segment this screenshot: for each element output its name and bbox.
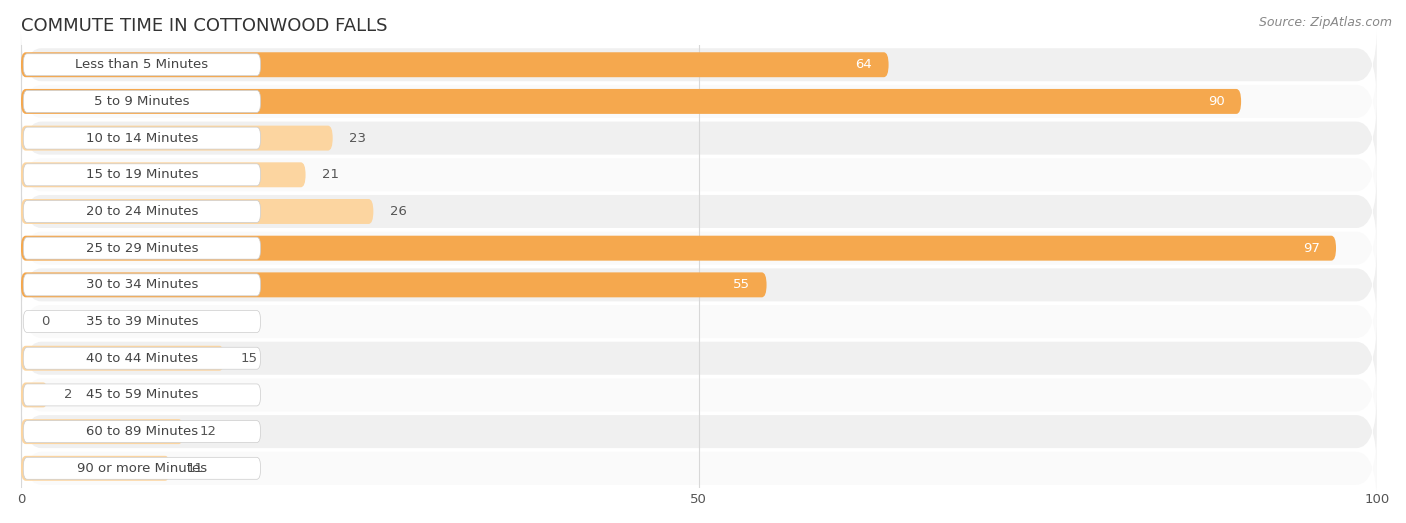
Text: 11: 11 (186, 462, 204, 475)
FancyBboxPatch shape (21, 430, 1376, 507)
FancyBboxPatch shape (21, 456, 170, 481)
Text: 23: 23 (349, 132, 366, 144)
FancyBboxPatch shape (24, 384, 260, 406)
FancyBboxPatch shape (21, 52, 889, 77)
Text: 12: 12 (200, 425, 217, 438)
Text: 30 to 34 Minutes: 30 to 34 Minutes (86, 278, 198, 291)
FancyBboxPatch shape (24, 311, 260, 333)
Text: Less than 5 Minutes: Less than 5 Minutes (76, 58, 208, 71)
FancyBboxPatch shape (21, 382, 48, 407)
FancyBboxPatch shape (24, 127, 260, 149)
FancyBboxPatch shape (24, 200, 260, 222)
FancyBboxPatch shape (24, 457, 260, 479)
Text: 2: 2 (65, 389, 73, 402)
FancyBboxPatch shape (21, 63, 1376, 140)
FancyBboxPatch shape (21, 89, 1241, 114)
FancyBboxPatch shape (21, 320, 1376, 397)
Text: 15: 15 (240, 352, 257, 365)
Text: Source: ZipAtlas.com: Source: ZipAtlas.com (1258, 16, 1392, 29)
Text: 20 to 24 Minutes: 20 to 24 Minutes (86, 205, 198, 218)
FancyBboxPatch shape (21, 210, 1376, 287)
FancyBboxPatch shape (21, 199, 374, 224)
Text: 90: 90 (1208, 95, 1225, 108)
FancyBboxPatch shape (21, 99, 1376, 177)
Text: 5 to 9 Minutes: 5 to 9 Minutes (94, 95, 190, 108)
Text: 21: 21 (322, 168, 339, 181)
FancyBboxPatch shape (24, 347, 260, 369)
Text: 25 to 29 Minutes: 25 to 29 Minutes (86, 242, 198, 255)
FancyBboxPatch shape (21, 173, 1376, 250)
FancyBboxPatch shape (21, 272, 766, 298)
Text: 60 to 89 Minutes: 60 to 89 Minutes (86, 425, 198, 438)
Text: 15 to 19 Minutes: 15 to 19 Minutes (86, 168, 198, 181)
Text: 90 or more Minutes: 90 or more Minutes (77, 462, 207, 475)
FancyBboxPatch shape (21, 246, 1376, 323)
FancyBboxPatch shape (24, 164, 260, 186)
FancyBboxPatch shape (21, 26, 1376, 103)
FancyBboxPatch shape (21, 137, 1376, 213)
FancyBboxPatch shape (21, 126, 333, 151)
FancyBboxPatch shape (21, 346, 224, 371)
Text: COMMUTE TIME IN COTTONWOOD FALLS: COMMUTE TIME IN COTTONWOOD FALLS (21, 17, 388, 35)
Text: 64: 64 (856, 58, 872, 71)
FancyBboxPatch shape (24, 420, 260, 442)
Text: 0: 0 (41, 315, 49, 328)
Text: 45 to 59 Minutes: 45 to 59 Minutes (86, 389, 198, 402)
FancyBboxPatch shape (21, 283, 1376, 360)
Text: 97: 97 (1303, 242, 1320, 255)
FancyBboxPatch shape (21, 162, 305, 187)
FancyBboxPatch shape (24, 237, 260, 259)
Text: 55: 55 (734, 278, 751, 291)
FancyBboxPatch shape (21, 419, 184, 444)
Text: 10 to 14 Minutes: 10 to 14 Minutes (86, 132, 198, 144)
Text: 35 to 39 Minutes: 35 to 39 Minutes (86, 315, 198, 328)
FancyBboxPatch shape (24, 90, 260, 112)
FancyBboxPatch shape (24, 54, 260, 76)
Text: 40 to 44 Minutes: 40 to 44 Minutes (86, 352, 198, 365)
FancyBboxPatch shape (24, 274, 260, 296)
FancyBboxPatch shape (21, 393, 1376, 470)
FancyBboxPatch shape (21, 356, 1376, 434)
Text: 26: 26 (389, 205, 406, 218)
FancyBboxPatch shape (21, 236, 1336, 260)
